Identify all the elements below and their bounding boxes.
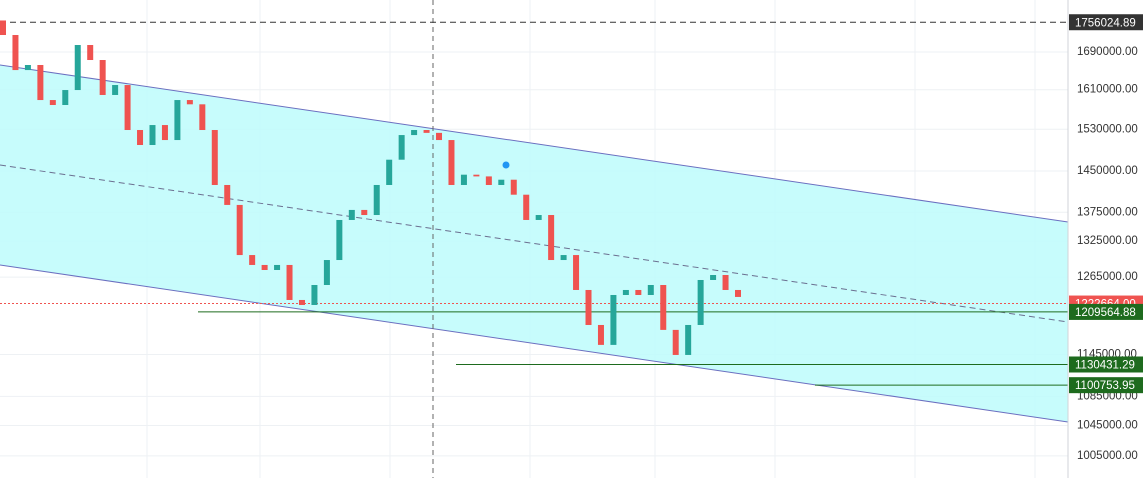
- candle-body: [585, 289, 592, 325]
- candle-body: [597, 324, 604, 345]
- candle-body: [249, 255, 256, 265]
- candle-body: [548, 215, 555, 261]
- candle-body: [436, 132, 443, 141]
- candle-body: [660, 284, 667, 330]
- candle-body: [622, 289, 629, 295]
- candle-body: [510, 179, 517, 195]
- candle-body: [37, 64, 44, 101]
- y-tick-label: 1450000.00: [1077, 165, 1138, 177]
- candle-body: [0, 20, 6, 36]
- channel-upper: [0, 64, 1069, 223]
- price-label-box: [1069, 356, 1143, 373]
- candle-body: [647, 284, 654, 295]
- candle-body: [87, 45, 94, 61]
- candle-body: [261, 264, 268, 271]
- candle-body: [211, 130, 218, 185]
- candle-body: [398, 135, 405, 160]
- marker-dot: [502, 161, 510, 169]
- candle-body: [697, 279, 704, 325]
- candle-body: [298, 299, 305, 305]
- candle-body: [423, 130, 430, 133]
- price-label-box: [1069, 377, 1143, 394]
- candle-body: [137, 130, 144, 146]
- candle-body: [274, 264, 281, 271]
- price-label: 1756024.89: [1075, 17, 1136, 29]
- candle-body: [722, 275, 729, 290]
- candle-body: [336, 219, 343, 261]
- y-tick-label: 1325000.00: [1077, 235, 1138, 247]
- candle-body: [710, 275, 717, 280]
- candle-body: [323, 260, 330, 285]
- candle-body: [62, 90, 69, 106]
- channel-lower: [0, 264, 1069, 423]
- candle-body: [573, 255, 580, 290]
- candle-body: [286, 264, 293, 300]
- candle-body: [49, 100, 56, 106]
- candle-body: [236, 204, 243, 256]
- candle-body: [348, 209, 355, 220]
- price-label-box: [1069, 303, 1143, 320]
- candle-body: [523, 194, 530, 220]
- price-lines: [0, 21, 1068, 386]
- candle-body: [610, 294, 617, 345]
- candle-body: [74, 45, 81, 91]
- y-tick-label: 1610000.00: [1077, 84, 1138, 96]
- y-tick-label: 1085000.00: [1077, 390, 1138, 402]
- candle-body: [685, 324, 692, 355]
- price-label: 1130431.29: [1075, 360, 1135, 372]
- candle-body: [672, 329, 679, 355]
- candle-body: [386, 159, 393, 185]
- candle-body: [448, 140, 455, 185]
- candle-body: [174, 100, 181, 141]
- candle-body: [373, 184, 380, 216]
- y-tick-label: 1530000.00: [1077, 123, 1138, 135]
- candle-body: [112, 85, 119, 95]
- candle-body: [411, 130, 418, 136]
- candle-body: [199, 104, 206, 131]
- candle-body: [24, 64, 31, 71]
- candle-body: [12, 35, 19, 71]
- candles: [0, 20, 741, 355]
- candle-body: [311, 284, 318, 305]
- candle-body: [161, 125, 168, 141]
- price-axis: 1690000.00 1610000.00 1530000.00 1450000.00…: [1069, 14, 1143, 462]
- candle-body: [535, 215, 542, 220]
- candle-body: [124, 85, 131, 131]
- y-tick-label: 1375000.00: [1077, 206, 1138, 218]
- channel-fill: [0, 65, 1068, 422]
- candle-body: [560, 255, 567, 261]
- candle-body: [149, 125, 156, 146]
- y-tick-label: 1045000.00: [1077, 420, 1138, 432]
- price-label: 1100753.95: [1075, 380, 1135, 392]
- candle-body: [498, 179, 505, 185]
- y-tick-label: 1005000.00: [1077, 450, 1138, 462]
- candle-body: [635, 289, 642, 295]
- y-tick-label: 1265000.00: [1077, 271, 1138, 283]
- y-tick-label: 1690000.00: [1077, 46, 1138, 58]
- candle-body: [485, 176, 492, 185]
- candle-body: [361, 209, 368, 216]
- candle-body: [735, 289, 741, 297]
- candle-body: [460, 174, 467, 185]
- price-label: 1209564.88: [1075, 307, 1136, 319]
- candle-body: [99, 60, 106, 95]
- candle-body: [186, 100, 193, 105]
- candle-body: [224, 184, 231, 205]
- price-label-box: [1069, 14, 1143, 31]
- candle-body: [473, 174, 480, 177]
